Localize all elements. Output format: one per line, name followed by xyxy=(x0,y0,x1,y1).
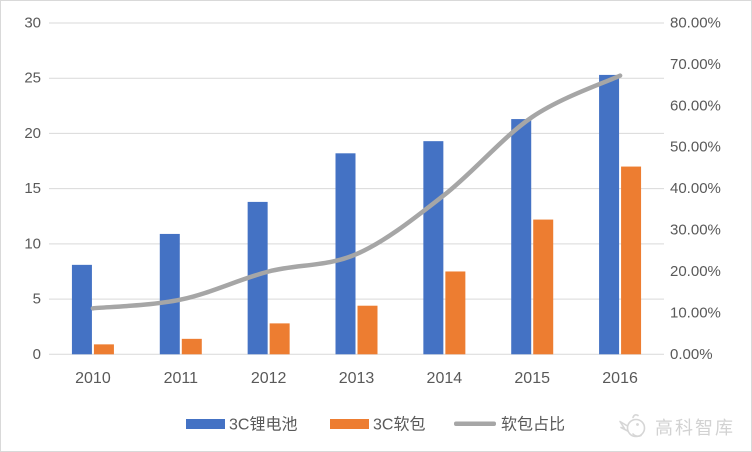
bar-pouch-2013 xyxy=(357,305,378,355)
watermark-text: 高科智库 xyxy=(655,418,735,438)
x-axis-label-2014: 2014 xyxy=(427,370,463,387)
legend-label: 3C锂电池 xyxy=(229,416,297,434)
bar-lithium-2010 xyxy=(71,264,92,355)
bar-pouch-2015 xyxy=(533,219,554,355)
bar-lithium-2016 xyxy=(599,74,620,355)
legend-label: 软包占比 xyxy=(501,416,565,434)
right-axis-tick-label: 70.00% xyxy=(670,56,721,73)
right-axis-tick-label: 30.00% xyxy=(670,222,721,239)
right-axis-tick-label: 0.00% xyxy=(670,346,713,363)
watermark: 高科智库 xyxy=(616,411,735,443)
bird-logo-icon xyxy=(619,414,646,438)
bar-lithium-2014 xyxy=(423,141,444,355)
bar-lithium-2011 xyxy=(159,233,180,355)
x-axis-label-2011: 2011 xyxy=(164,370,199,387)
bar-pouch-2016 xyxy=(621,166,642,355)
left-axis-tick-label: 25 xyxy=(24,70,41,87)
left-axis-tick-label: 20 xyxy=(24,125,41,142)
right-axis-tick-label: 40.00% xyxy=(670,180,721,197)
legend-swatch-lithium xyxy=(186,419,225,429)
bar-pouch-2014 xyxy=(445,271,466,355)
x-axis-label-2015: 2015 xyxy=(514,370,550,387)
right-axis-tick-label: 80.00% xyxy=(670,15,721,32)
x-axis-label-2010: 2010 xyxy=(75,370,111,387)
x-axis-label-2016: 2016 xyxy=(602,370,638,387)
left-axis-tick-label: 10 xyxy=(24,235,41,252)
right-axis-tick-label: 50.00% xyxy=(670,139,721,156)
bar-pouch-2010 xyxy=(93,344,114,355)
left-axis-tick-label: 30 xyxy=(24,15,41,32)
bar-lithium-2012 xyxy=(247,201,268,355)
right-axis-tick-label: 60.00% xyxy=(670,97,721,114)
bar-pouch-2012 xyxy=(269,323,290,355)
right-axis-tick-label: 10.00% xyxy=(670,304,721,321)
legend-label: 3C软包 xyxy=(373,416,425,434)
legend-swatch-line xyxy=(454,421,496,426)
x-axis-label-2013: 2013 xyxy=(339,370,375,387)
x-axis-label-2012: 2012 xyxy=(251,370,287,387)
left-axis-tick-label: 0 xyxy=(33,346,41,363)
ratio-line xyxy=(90,73,623,311)
right-axis-tick-label: 20.00% xyxy=(670,263,721,280)
bar-lithium-2013 xyxy=(335,153,356,355)
left-axis-tick-label: 5 xyxy=(33,291,41,308)
bar-pouch-2011 xyxy=(181,338,202,355)
legend-swatch-pouch xyxy=(330,419,369,429)
bar-lithium-2015 xyxy=(511,119,532,355)
left-axis-tick-label: 15 xyxy=(24,180,41,197)
